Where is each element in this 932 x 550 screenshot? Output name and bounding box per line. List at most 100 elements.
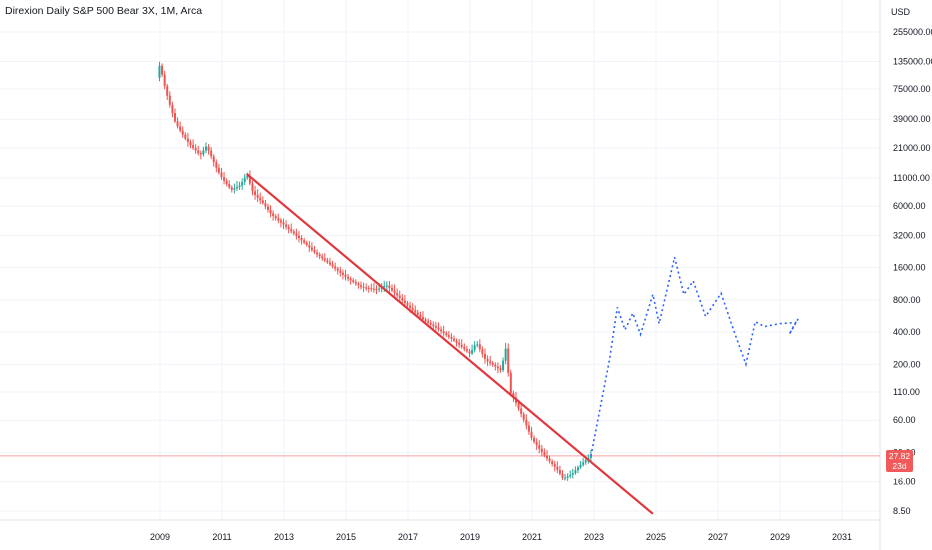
candle-body	[574, 470, 577, 474]
candle-body	[228, 184, 231, 188]
candle-body	[530, 431, 533, 438]
candle-body	[522, 414, 525, 420]
candle-body	[393, 290, 396, 294]
candle-body	[432, 324, 435, 327]
candle-body	[450, 336, 453, 339]
candle-body	[496, 366, 499, 369]
candle-body	[429, 322, 432, 325]
candle-body	[465, 349, 468, 352]
candle-body	[176, 121, 179, 127]
candle-body	[328, 262, 331, 265]
candle-body	[279, 220, 282, 223]
candle-body	[460, 344, 463, 348]
candle-body	[468, 351, 471, 354]
candle-body	[540, 448, 543, 453]
candle-body	[341, 272, 344, 275]
candle-body	[300, 237, 303, 241]
candles	[158, 61, 592, 481]
candle-body	[463, 347, 466, 350]
candle-body	[398, 295, 401, 299]
candle-body	[478, 344, 481, 350]
time-tick-label: 2019	[460, 532, 480, 542]
candle-body	[419, 314, 422, 318]
candle-body	[173, 113, 176, 122]
candle-body	[579, 464, 582, 468]
candle-body	[390, 288, 393, 291]
candle-body	[362, 286, 365, 288]
candle-body	[303, 240, 306, 243]
candle-body	[171, 104, 174, 114]
candle-body	[349, 278, 352, 281]
candle-body	[318, 254, 321, 257]
candle-body	[272, 213, 275, 216]
trendline[interactable]	[246, 173, 654, 515]
candle-body	[163, 74, 166, 87]
currency-label: USD	[891, 7, 911, 17]
candle-body	[339, 270, 342, 273]
candle-body	[512, 393, 515, 399]
candle-body	[527, 425, 530, 432]
candle-body	[181, 130, 184, 135]
candle-body	[210, 150, 213, 157]
candle-body	[225, 180, 228, 185]
price-tick-label: 255000.00	[893, 27, 932, 37]
price-tick-label: 1600.00	[893, 263, 926, 273]
candle-body	[584, 460, 587, 463]
candle-body	[535, 441, 538, 446]
candle-body	[326, 260, 329, 263]
price-axis-labels: 255000.00 135000.00 75000.00 39000.00 21000.…	[893, 27, 932, 516]
candle-body	[179, 126, 182, 131]
candle-body	[507, 348, 510, 373]
candle-body	[569, 474, 572, 477]
candle-body	[282, 222, 285, 225]
candle-body	[365, 287, 368, 289]
projection-path[interactable]	[590, 257, 800, 457]
candle-body	[372, 288, 375, 290]
candle-body	[396, 293, 399, 296]
candle-body	[525, 419, 528, 426]
candle-body	[442, 331, 445, 334]
candle-body	[334, 266, 337, 269]
last-price-badge: 27.82 23d 20h	[886, 449, 913, 481]
candle-body	[491, 363, 494, 365]
time-axis-labels: 2009 2011 2013 2015 2017 2019 2021 2023 2025 2027…	[150, 532, 852, 542]
candle-body	[509, 372, 512, 394]
candle-body	[499, 368, 502, 371]
candle-body	[305, 242, 308, 246]
price-tick-label: 110.00	[893, 387, 920, 397]
candle-body	[582, 462, 585, 465]
candle-body	[158, 65, 161, 78]
price-tick-label: 6000.00	[893, 201, 926, 211]
candle-body	[354, 281, 357, 284]
candle-body	[204, 146, 207, 151]
candle-body	[409, 305, 412, 308]
candle-body	[199, 153, 202, 155]
price-tick-label: 800.00	[893, 295, 921, 305]
candle-body	[367, 287, 370, 289]
candle-body	[556, 466, 559, 470]
candle-body	[297, 235, 300, 238]
candle-body	[424, 319, 427, 322]
candle-body	[189, 141, 192, 146]
candle-body	[576, 467, 579, 471]
candle-body	[440, 329, 443, 332]
candle-body	[517, 403, 520, 409]
candle-body	[344, 274, 347, 277]
candle-body	[321, 256, 324, 259]
candle-body	[285, 224, 288, 227]
candle-body	[471, 350, 474, 354]
candle-body	[452, 338, 455, 341]
candle-body	[571, 473, 574, 475]
candle-body	[416, 312, 419, 315]
candle-body	[445, 333, 448, 336]
price-tick-label: 16.00	[893, 477, 916, 487]
candle-body	[266, 206, 269, 210]
candle-body	[403, 300, 406, 304]
price-tick-label: 39000.00	[893, 114, 931, 124]
candle-body	[184, 134, 187, 139]
candle-body	[427, 321, 430, 323]
candle-body	[388, 285, 391, 289]
candle-body	[197, 150, 200, 154]
candle-body	[223, 177, 226, 181]
